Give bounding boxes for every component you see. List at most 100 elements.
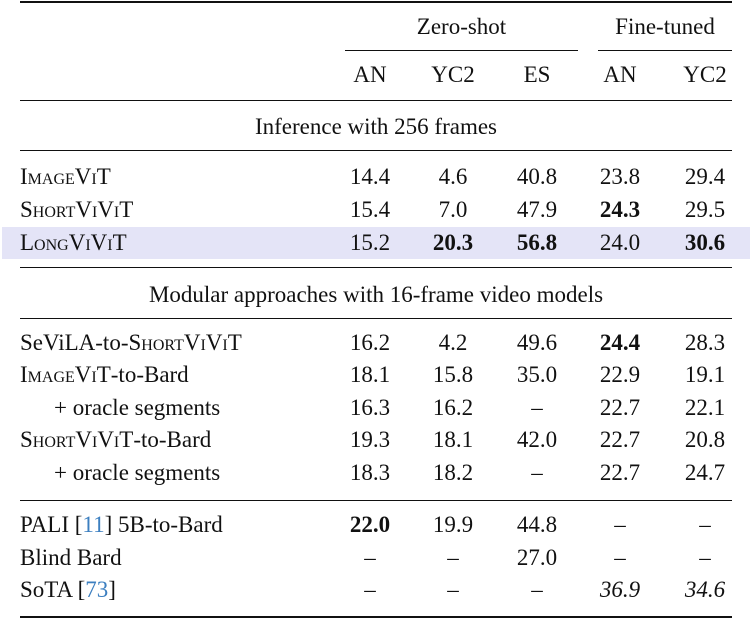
citation-link[interactable]: 73	[85, 577, 109, 602]
method-name: LongViViT	[20, 227, 127, 259]
score-cell: 30.6	[684, 230, 726, 255]
score-cell: 29.5	[684, 197, 726, 222]
score-cell: –	[447, 577, 459, 602]
method-name: SeViLA-to-ShortViViT	[20, 327, 242, 359]
section-title: Inference with 256 frames	[254, 114, 498, 139]
score-cell: –	[364, 577, 376, 602]
section-rule	[20, 318, 732, 319]
score-cell: 47.9	[516, 197, 558, 222]
column-header: AN	[603, 62, 637, 87]
score-cell: –	[614, 512, 626, 537]
top-rule	[20, 1, 732, 3]
method-name-part: ImageViT	[20, 362, 111, 387]
score-cell: 15.2	[349, 230, 391, 255]
score-cell: 29.4	[684, 164, 726, 189]
score-cell: 28.3	[684, 330, 726, 355]
citation-link[interactable]: 11	[82, 512, 105, 537]
column-header: YC2	[431, 62, 475, 87]
score-cell: 19.1	[684, 362, 726, 387]
table-row: Blind Bard – – 27.0 – –	[0, 542, 752, 574]
score-cell: 20.8	[684, 427, 726, 452]
score-cell: 19.9	[432, 512, 474, 537]
table-row: LongViViT 15.2 20.3 56.8 24.0 30.6	[0, 227, 752, 259]
method-name-part: LongViViT	[20, 230, 127, 255]
table-row: ImageViT 14.4 4.6 40.8 23.8 29.4	[0, 161, 752, 193]
score-cell: 22.1	[684, 395, 726, 420]
cmidrule-fine-tuned	[598, 50, 732, 51]
score-cell: 19.3	[349, 427, 391, 452]
table-row: + oracle segments 18.3 18.2 – 22.7 24.7	[0, 457, 752, 489]
score-cell: 16.2	[432, 395, 474, 420]
score-cell: 18.3	[349, 460, 391, 485]
score-cell: 34.6	[684, 577, 726, 602]
method-name: ShortViViT-to-Bard	[20, 424, 211, 456]
section-end-rule	[20, 267, 732, 268]
section-title: Modular approaches with 16-frame video m…	[148, 282, 604, 307]
column-header: AN	[353, 62, 387, 87]
table-row: ShortViViT-to-Bard 19.3 18.1 42.0 22.7 20.8	[0, 424, 752, 456]
method-name: SoTA [73]	[20, 574, 116, 606]
score-cell: –	[364, 545, 376, 570]
score-cell: 35.0	[516, 362, 558, 387]
score-cell: –	[531, 577, 543, 602]
score-cell: 24.7	[684, 460, 726, 485]
column-header: YC2	[683, 62, 727, 87]
method-name: + oracle segments	[54, 457, 220, 489]
score-cell: 24.3	[599, 197, 641, 222]
score-cell: 23.8	[599, 164, 641, 189]
method-name-part: ImageViT	[20, 164, 111, 189]
score-cell: 36.9	[599, 577, 641, 602]
score-cell: 20.3	[432, 230, 474, 255]
table-row: PALI [11] 5B-to-Bard 22.0 19.9 44.8 – –	[0, 509, 752, 541]
method-name-part: ShortViViT	[128, 330, 242, 355]
score-cell: 22.7	[599, 460, 641, 485]
method-name-part: Blind Bard	[20, 545, 122, 570]
score-cell: 18.1	[432, 427, 474, 452]
score-cell: 15.4	[349, 197, 391, 222]
score-cell: 16.3	[349, 395, 391, 420]
score-cell: 42.0	[516, 427, 558, 452]
method-name-part: ShortViViT	[20, 197, 134, 222]
score-cell: 24.4	[599, 330, 641, 355]
score-cell: –	[447, 545, 459, 570]
score-cell: 18.1	[349, 362, 391, 387]
score-cell: 24.0	[599, 230, 641, 255]
group-header-zero-shot: Zero-shot	[416, 14, 507, 39]
score-cell: –	[699, 545, 711, 570]
score-cell: 22.7	[599, 395, 641, 420]
score-cell: 15.8	[432, 362, 474, 387]
score-cell: 27.0	[516, 545, 558, 570]
method-name: ImageViT	[20, 161, 111, 193]
score-cell: 56.8	[516, 230, 558, 255]
score-cell: –	[699, 512, 711, 537]
section-end-rule	[20, 500, 732, 501]
method-name-part: PALI [	[20, 512, 83, 537]
table-row: SoTA [73] – – – 36.9 34.6	[0, 574, 752, 606]
score-cell: 49.6	[516, 330, 558, 355]
table-row: SeViLA-to-ShortViViT 16.2 4.2 49.6 24.4 28.3	[0, 327, 752, 359]
method-name: PALI [11] 5B-to-Bard	[20, 509, 223, 541]
score-cell: 18.2	[432, 460, 474, 485]
column-header-row: AN YC2 ES AN YC2	[0, 59, 752, 91]
score-cell: 22.9	[599, 362, 641, 387]
header-rule	[20, 100, 732, 101]
cmidrule-zero-shot	[345, 50, 578, 51]
score-cell: 4.2	[438, 330, 468, 355]
method-name-part: SeViLA-to-	[20, 330, 129, 355]
score-cell: –	[531, 460, 543, 485]
table-row: ShortViViT 15.4 7.0 47.9 24.3 29.5	[0, 194, 752, 226]
group-header-fine-tuned: Fine-tuned	[615, 14, 715, 39]
score-cell: 22.0	[349, 512, 391, 537]
score-cell: 4.6	[438, 164, 468, 189]
score-cell: 16.2	[349, 330, 391, 355]
section-rule	[20, 150, 732, 151]
score-cell: 44.8	[516, 512, 558, 537]
score-cell: 22.7	[599, 427, 641, 452]
score-cell: –	[531, 395, 543, 420]
score-cell: 7.0	[438, 197, 468, 222]
method-name-part: -to-Bard	[110, 362, 189, 387]
table-row: + oracle segments 16.3 16.2 – 22.7 22.1	[0, 392, 752, 424]
method-name: ShortViViT	[20, 194, 133, 226]
score-cell: 40.8	[516, 164, 558, 189]
method-name: ImageViT-to-Bard	[20, 359, 189, 391]
